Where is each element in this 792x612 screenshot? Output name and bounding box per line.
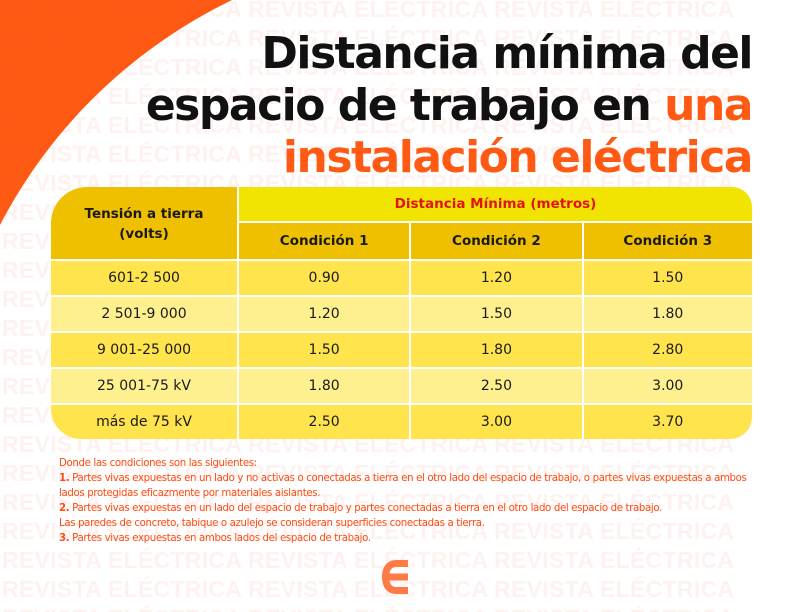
cell-condition-1: 2.50 [239, 403, 412, 439]
note-1: 1. Partes vivas expuestas en un lado y n… [59, 473, 747, 499]
cell-condition-3: 3.70 [583, 403, 752, 439]
note-3: 3. Partes vivas expuestas en ambos lados… [59, 533, 371, 544]
cell-tension: más de 75 kV [51, 403, 239, 439]
cell-tension: 25 001-75 kV [51, 367, 239, 403]
table-row: más de 75 kV 2.50 3.00 3.70 [51, 403, 752, 439]
header-tension: Tensión a tierra (volts) [51, 187, 239, 259]
notes-intro: Donde las condiciones son las siguientes… [59, 458, 257, 469]
table-row: 9 001-25 000 1.50 1.80 2.80 [51, 331, 752, 367]
cell-tension: 2 501-9 000 [51, 295, 239, 331]
cell-condition-3: 1.80 [583, 295, 752, 331]
note-2: 2. Partes vivas expuestas en un lado del… [59, 503, 663, 514]
title-line-2-black: espacio de trabajo en [145, 80, 665, 131]
title-line-3: instalación eléctrica [282, 132, 754, 183]
page-title: Distancia mínima del espacio de trabajo … [145, 28, 754, 184]
header-condition-2: Condición 2 [411, 223, 584, 259]
cell-tension: 9 001-25 000 [51, 331, 239, 367]
cell-condition-3: 2.80 [583, 331, 752, 367]
title-line-2: espacio de trabajo en una [145, 80, 754, 132]
cell-tension: 601-2 500 [51, 259, 239, 295]
cell-condition-1: 1.20 [239, 295, 412, 331]
cell-condition-1: 1.50 [239, 331, 412, 367]
table-row: 2 501-9 000 1.20 1.50 1.80 [51, 295, 752, 331]
title-line-2-accent: una [664, 80, 753, 131]
cell-condition-2: 1.80 [411, 331, 584, 367]
header-tension-unit: (volts) [119, 226, 169, 242]
header-tension-label: Tensión a tierra [84, 206, 204, 222]
cell-condition-3: 1.50 [583, 259, 752, 295]
title-line-1: Distancia mínima del [261, 28, 753, 79]
header-condition-3: Condición 3 [583, 223, 752, 259]
cell-condition-2: 1.50 [411, 295, 584, 331]
cell-condition-1: 1.80 [239, 367, 412, 403]
cell-condition-2: 2.50 [411, 367, 584, 403]
table-row: 601-2 500 0.90 1.20 1.50 [51, 259, 752, 295]
header-condition-1: Condición 1 [239, 223, 412, 259]
conditions-notes: Donde las condiciones son las siguientes… [59, 456, 749, 546]
note-2-extra: Las paredes de concreto, tabique o azule… [59, 518, 485, 529]
table-row: 25 001-75 kV 1.80 2.50 3.00 [51, 367, 752, 403]
cell-condition-2: 3.00 [411, 403, 584, 439]
cell-condition-1: 0.90 [239, 259, 412, 295]
revista-electrica-logo-icon [382, 560, 408, 594]
distance-table: Tensión a tierra (volts) Distancia Mínim… [51, 187, 752, 439]
distance-table-container: Tensión a tierra (volts) Distancia Mínim… [51, 187, 752, 440]
cell-condition-3: 3.00 [583, 367, 752, 403]
header-distance: Distancia Mínima (metros) [239, 187, 752, 223]
cell-condition-2: 1.20 [411, 259, 584, 295]
